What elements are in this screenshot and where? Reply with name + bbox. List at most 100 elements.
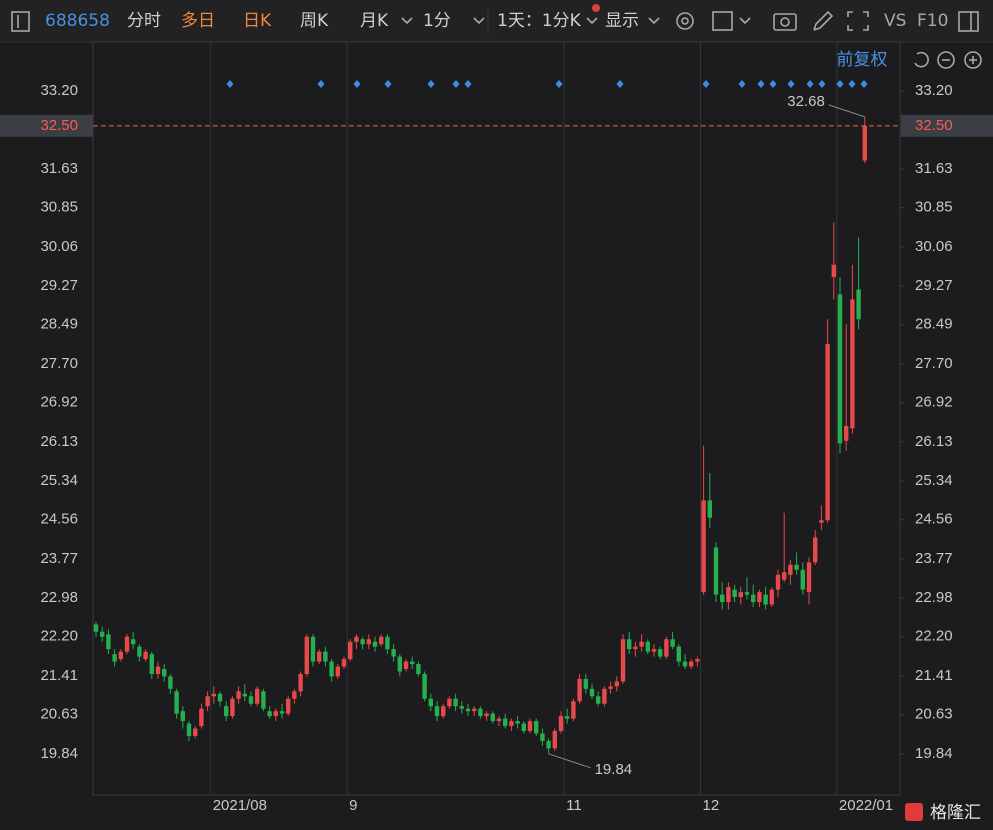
candle-body <box>794 564 799 570</box>
candle-body <box>676 646 681 662</box>
candle-body <box>602 688 607 704</box>
y-tick-label: 31.63 <box>40 160 78 177</box>
event-marker <box>616 80 624 88</box>
event-marker <box>464 80 472 88</box>
draw-icon[interactable] <box>813 10 834 31</box>
dropdown-arrow[interactable] <box>401 17 413 25</box>
candle-body <box>713 547 719 595</box>
candle-body <box>813 537 818 563</box>
layout-icon[interactable] <box>712 11 733 31</box>
candle-body <box>217 693 223 702</box>
y-tick-label-right: 33.20 <box>915 82 953 99</box>
reset-icon[interactable] <box>914 51 929 68</box>
event-marker <box>384 80 392 88</box>
panel-icon[interactable] <box>958 11 979 32</box>
y-tick-label: 21.41 <box>40 667 78 684</box>
candle-body <box>496 718 502 722</box>
zoom-in-icon[interactable] <box>964 51 982 69</box>
tab[interactable]: 多日 <box>181 11 215 31</box>
candle-body <box>93 624 99 632</box>
candle-body <box>403 661 409 670</box>
min-label: 19.84 <box>595 761 633 778</box>
candle-body <box>304 636 309 674</box>
dropdown-arrow[interactable] <box>648 17 660 25</box>
tab[interactable]: 1分 <box>423 11 451 31</box>
candle-body <box>651 649 657 652</box>
y-tick-label: 26.13 <box>40 433 78 450</box>
candle-body <box>131 639 136 645</box>
candle-body <box>490 713 495 722</box>
candle-body <box>577 678 582 702</box>
settings-icon-core <box>681 17 689 25</box>
camera-icon[interactable] <box>773 13 797 31</box>
candle-body <box>174 691 179 714</box>
candle-body <box>224 706 229 717</box>
tab[interactable]: 分时 <box>127 11 161 31</box>
x-tick-label: 11 <box>566 797 582 814</box>
event-marker <box>836 80 844 88</box>
candle-body <box>645 641 650 652</box>
y-tick-label: 19.84 <box>40 745 78 762</box>
candle-body <box>540 733 545 741</box>
candle-body <box>639 641 644 647</box>
candle-body <box>856 289 861 320</box>
candle-body <box>850 299 855 429</box>
candle-body <box>162 669 167 677</box>
candle-body <box>100 631 105 637</box>
y-tick-label: 20.63 <box>40 706 78 723</box>
candle-body <box>335 666 340 677</box>
event-marker <box>757 80 765 88</box>
candle-body <box>769 589 774 605</box>
sidebar-toggle[interactable] <box>11 11 30 32</box>
expand-icon[interactable] <box>847 11 853 17</box>
y-tick-label-right: 25.34 <box>915 472 953 489</box>
candle-body <box>137 646 142 657</box>
candle-body <box>143 651 148 660</box>
candle-body <box>317 651 322 662</box>
candle-body <box>763 594 768 605</box>
candle-body <box>726 587 731 603</box>
candle-body <box>248 696 254 704</box>
candle-body <box>844 425 849 441</box>
y-tick-label: 28.49 <box>40 316 78 333</box>
display-menu[interactable]: 显示 <box>605 11 639 31</box>
y-tick-label: 27.70 <box>40 355 78 372</box>
last-price-band <box>901 114 993 137</box>
candle-body <box>366 639 371 645</box>
candle-body <box>286 698 291 714</box>
settings-icon[interactable] <box>676 12 694 30</box>
candle-body <box>484 713 489 717</box>
tab-active[interactable]: 日K <box>243 11 272 31</box>
candle-body <box>682 661 688 667</box>
dropdown-arrow[interactable] <box>586 17 598 25</box>
vs-button[interactable]: VS <box>884 11 906 31</box>
adjust-mode[interactable]: 前复权 <box>837 50 888 70</box>
dropdown-arrow[interactable] <box>739 17 751 25</box>
candle-body <box>558 716 564 732</box>
tab[interactable]: 月K <box>360 11 389 31</box>
watermark-logo <box>905 803 923 821</box>
expand-icon <box>863 25 869 31</box>
stock-code[interactable]: 688658 <box>45 11 110 31</box>
zoom-out-icon[interactable] <box>937 51 955 69</box>
dropdown-arrow[interactable] <box>473 17 485 25</box>
candle-body <box>236 691 241 699</box>
f10-button[interactable]: F10 <box>917 11 948 31</box>
candle-body <box>180 711 185 722</box>
candle-body <box>465 708 471 712</box>
last-price-label-right: 32.50 <box>915 117 953 134</box>
last-price-label: 32.50 <box>40 117 78 134</box>
event-marker <box>787 80 795 88</box>
candle-body <box>825 344 830 521</box>
y-tick-label: 33.20 <box>40 82 78 99</box>
candle-body <box>155 666 161 674</box>
period-select[interactable]: 1天：1分K <box>497 11 582 31</box>
tab[interactable]: 周K <box>300 11 329 31</box>
candle-body <box>124 636 130 652</box>
event-marker <box>353 80 361 88</box>
candle-body <box>186 723 192 736</box>
y-tick-label-right: 27.70 <box>915 355 953 372</box>
candle-body <box>670 639 675 647</box>
candle-body <box>788 564 793 575</box>
candle-body <box>503 718 508 727</box>
